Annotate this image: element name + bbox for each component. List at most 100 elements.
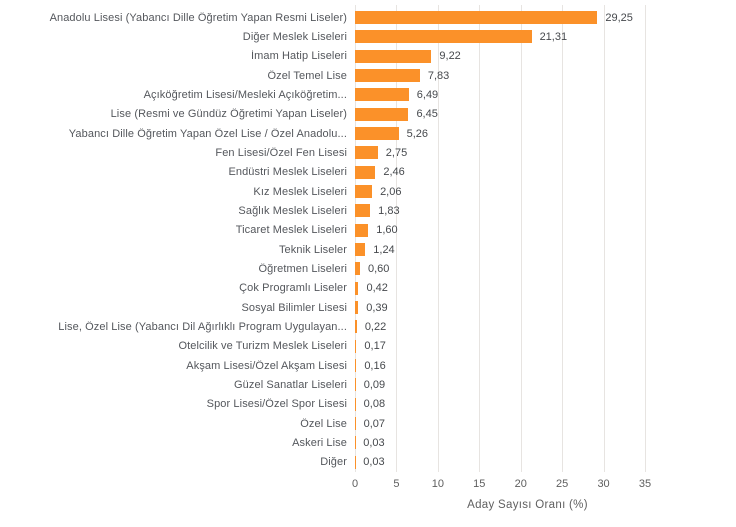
value-label: 6,45 (416, 108, 438, 121)
bar (355, 397, 356, 411)
category-label: Yabancı Dille Öğretim Yapan Özel Lise / … (68, 127, 347, 140)
category-label: Açıköğretim Lisesi/Mesleki Açıköğretim..… (143, 88, 347, 101)
chart-row: Çok Programlı Liseler 0,42 (0, 279, 736, 298)
bar (355, 281, 359, 295)
category-label: Sağlık Meslek Liseleri (238, 204, 347, 217)
category-label: Çok Programlı Liseler (239, 282, 347, 295)
value-label: 29,25 (605, 11, 633, 24)
value-label: 1,60 (376, 224, 398, 237)
x-axis-ticks: 0 5 10 15 20 25 30 35 (351, 478, 651, 492)
value-label: 0,60 (367, 262, 390, 275)
chart-row: Lise, Özel Lise (Yabancı Dil Ağırlıklı P… (0, 317, 736, 336)
x-tick-label: 25 (556, 478, 569, 490)
bar (355, 243, 366, 257)
bar (355, 320, 357, 334)
category-label: Otelcilik ve Turizm Meslek Liseleri (178, 340, 347, 353)
value-label: 5,26 (406, 127, 428, 140)
chart-row: Diğer 0,03 (0, 453, 736, 472)
chart-row: İmam Hatip Liseleri 9,22 (0, 47, 736, 66)
gridline (562, 5, 564, 472)
gridline (520, 5, 522, 472)
category-label: Fen Lisesi/Özel Fen Lisesi (215, 146, 347, 159)
chart-row: Lise (Resmi ve Gündüz Öğretimi Yapan Lis… (0, 105, 736, 124)
value-label: 0,39 (366, 301, 388, 314)
value-label: 0,08 (363, 398, 386, 411)
category-label: Ticaret Meslek Liseleri (235, 224, 347, 237)
bar (355, 127, 399, 141)
x-tick-label: 20 (514, 478, 527, 490)
bar (355, 146, 378, 160)
chart-row: Kız Meslek Liseleri 2,06 (0, 182, 736, 201)
value-label: 1,83 (378, 204, 400, 217)
value-label: 0,03 (363, 436, 385, 449)
chart-rows: Anadolu Lisesi (Yabancı Dille Öğretim Ya… (0, 8, 736, 472)
value-label: 0,07 (363, 417, 385, 430)
value-label: 9,22 (439, 50, 461, 63)
bar (355, 30, 532, 44)
chart-row: Sosyal Bilimler Lisesi 0,39 (0, 298, 736, 317)
category-label: Lise, Özel Lise (Yabancı Dil Ağırlıklı P… (58, 320, 347, 333)
category-label: Diğer Meslek Liseleri (242, 30, 347, 43)
x-tick-label: 10 (431, 478, 444, 490)
bar (355, 11, 598, 25)
chart-row: Fen Lisesi/Özel Fen Lisesi 2,75 (0, 143, 736, 162)
bar (355, 69, 420, 83)
bar (355, 204, 371, 218)
bar (355, 49, 432, 63)
category-label: Diğer (320, 456, 347, 469)
category-label: Endüstri Meslek Liseleri (228, 166, 347, 179)
value-label: 0,03 (363, 456, 385, 469)
bar (355, 378, 356, 392)
x-tick-label: 0 (351, 478, 359, 490)
value-label: 0,17 (364, 340, 386, 353)
x-tick-label: 35 (638, 478, 652, 490)
chart-row: Teknik Liseler 1,24 (0, 240, 736, 259)
chart-row: Diğer Meslek Liseleri 21,31 (0, 27, 736, 46)
value-label: 7,83 (427, 69, 450, 82)
bar (355, 359, 357, 373)
category-label: Anadolu Lisesi (Yabancı Dille Öğretim Ya… (49, 11, 347, 24)
bar (355, 165, 376, 179)
chart-row: Özel Temel Lise 7,83 (0, 66, 736, 85)
chart-row: Otelcilik ve Turizm Meslek Liseleri 0,17 (0, 337, 736, 356)
chart-row: Öğretmen Liseleri 0,60 (0, 259, 736, 278)
chart-row: Özel Lise 0,07 (0, 414, 736, 433)
gridline (479, 5, 481, 472)
gridline (645, 5, 646, 472)
value-label: 21,31 (539, 30, 568, 43)
bar (355, 339, 357, 353)
category-label: İmam Hatip Liseleri (250, 50, 347, 63)
chart-row: Açıköğretim Lisesi/Mesleki Açıköğretim..… (0, 85, 736, 104)
category-label: Öğretmen Liseleri (258, 262, 347, 275)
chart-row: Yabancı Dille Öğretim Yapan Özel Lise / … (0, 124, 736, 143)
category-label: Teknik Liseler (278, 243, 347, 256)
value-label: 1,24 (373, 243, 395, 256)
category-label: Özel Temel Lise (267, 69, 347, 82)
category-label: Askeri Lise (292, 436, 347, 449)
gridline (437, 5, 439, 472)
bar (355, 185, 373, 199)
category-label: Akşam Lisesi/Özel Akşam Lisesi (186, 359, 347, 372)
chart-row: Endüstri Meslek Liseleri 2,46 (0, 163, 736, 182)
bar (355, 417, 356, 431)
category-label: Lise (Resmi ve Gündüz Öğretimi Yapan Lis… (110, 108, 347, 121)
category-label: Özel Lise (300, 417, 347, 430)
value-label: 0,16 (364, 359, 386, 372)
gridlines-layer (355, 5, 646, 472)
value-label: 0,42 (366, 282, 388, 295)
chart-row: Ticaret Meslek Liseleri 1,60 (0, 221, 736, 240)
x-tick-label: 5 (393, 478, 400, 490)
chart-row: Spor Lisesi/Özel Spor Lisesi 0,08 (0, 395, 736, 414)
bar (355, 223, 369, 237)
chart-row: Askeri Lise 0,03 (0, 433, 736, 452)
value-label: 2,06 (380, 185, 402, 198)
value-label: 6,49 (416, 88, 439, 101)
gridline (396, 5, 398, 472)
chart-row: Sağlık Meslek Liseleri 1,83 (0, 201, 736, 220)
gridline (603, 5, 605, 472)
x-axis-title: Aday Sayısı Oranı (%) (467, 499, 588, 511)
category-label: Güzel Sanatlar Liseleri (234, 378, 347, 391)
x-tick-label: 15 (473, 478, 486, 490)
chart-row: Güzel Sanatlar Liseleri 0,09 (0, 375, 736, 394)
